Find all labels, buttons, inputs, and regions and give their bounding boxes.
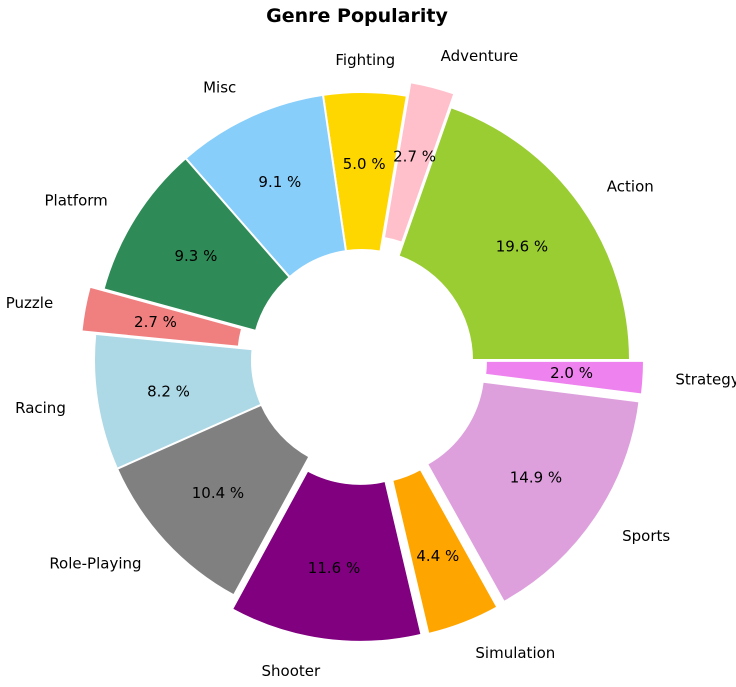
category-label-strategy: Strategy: [675, 371, 736, 389]
category-label-fighting: Fighting: [335, 51, 395, 69]
pct-label-role-playing: 10.4 %: [192, 484, 244, 502]
category-label-simulation: Simulation: [475, 644, 555, 662]
slice-platform: [102, 156, 291, 333]
slice-role-playing: [115, 403, 311, 597]
category-label-role-playing: Role-Playing: [49, 554, 141, 572]
slices-layer: [80, 81, 645, 643]
slice-sports: [425, 380, 641, 604]
pct-label-misc: 9.1 %: [258, 173, 301, 191]
category-label-platform: Platform: [45, 192, 108, 210]
pct-label-strategy: 2.0 %: [550, 364, 593, 382]
category-label-shooter: Shooter: [261, 662, 320, 680]
slice-action: [397, 105, 632, 361]
pct-label-shooter: 11.6 %: [308, 559, 360, 577]
chart-title: Genre Popularity: [266, 5, 448, 27]
category-label-adventure: Adventure: [441, 47, 519, 65]
pct-label-action: 19.6 %: [496, 238, 548, 256]
labels-layer: 19.6 % Action 2.7 % Adventure 5.0 % Fighting 9…: [6, 47, 736, 680]
slice-puzzle: [80, 285, 244, 348]
pct-label-adventure: 2.7 %: [393, 148, 436, 166]
pct-label-platform: 9.3 %: [174, 247, 217, 265]
slice-strategy: [483, 359, 645, 396]
category-label-sports: Sports: [622, 527, 670, 545]
pct-label-simulation: 4.4 %: [416, 547, 459, 565]
slice-simulation: [391, 467, 499, 636]
category-label-misc: Misc: [203, 79, 236, 97]
category-label-puzzle: Puzzle: [6, 294, 53, 312]
pct-label-fighting: 5.0 %: [343, 155, 386, 173]
slice-adventure: [382, 81, 456, 244]
pct-label-racing: 8.2 %: [147, 382, 190, 400]
category-label-action: Action: [607, 178, 654, 196]
pct-label-sports: 14.9 %: [510, 469, 562, 487]
slice-shooter: [230, 469, 423, 643]
pct-label-puzzle: 2.7 %: [134, 313, 177, 331]
category-label-racing: Racing: [15, 399, 66, 417]
